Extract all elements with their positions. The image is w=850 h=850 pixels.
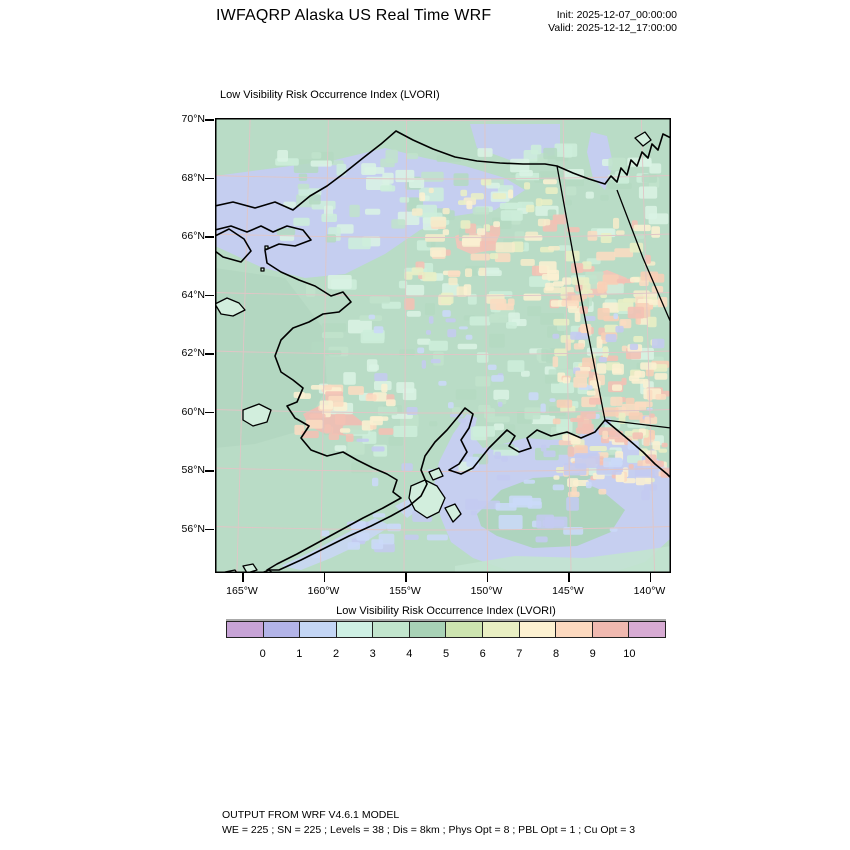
lon-tick-label: 165°W	[226, 585, 258, 597]
colorbar-tick-label: 3	[369, 648, 376, 660]
colorbar-tick-label: 1	[296, 648, 303, 660]
lat-tick-label: 70°N	[181, 113, 205, 125]
bering-dark-band	[215, 268, 327, 448]
lvori-map	[214, 116, 672, 574]
gulf-bottom-pale	[455, 546, 671, 573]
colorbar-cell	[483, 622, 520, 637]
model-version-line: OUTPUT FROM WRF V4.6.1 MODEL	[222, 809, 400, 821]
colorbar-cell	[592, 622, 630, 637]
footer-notes: OUTPUT FROM WRF V4.6.1 MODEL WE = 225 ; …	[222, 808, 635, 837]
colorbar-cell	[519, 622, 557, 637]
lon-tick-label: 145°W	[552, 585, 584, 597]
colorbar-cell	[300, 622, 337, 637]
lon-tick-label: 160°W	[307, 585, 340, 597]
page-title: IWFAQRP Alaska US Real Time WRF	[216, 7, 492, 24]
model-config-line: WE = 225 ; SN = 225 ; Levels = 38 ; Dis …	[222, 823, 636, 836]
lat-tick-label: 56°N	[181, 522, 205, 535]
colorbar-tick-label: 7	[516, 648, 523, 660]
mackenzie-bay-blue	[587, 132, 613, 190]
lon-tick-mark	[405, 573, 407, 582]
colorbar-cell	[629, 622, 665, 637]
colorbar-cell	[409, 622, 447, 637]
island-outline	[242, 403, 272, 427]
colorbar-cell	[227, 622, 264, 637]
coastline	[214, 130, 672, 211]
coastline	[214, 228, 252, 263]
colorbar-cell	[336, 622, 374, 637]
valid-time: Valid: 2025-12-12_17:00:00	[548, 22, 677, 34]
lat-tick-label: 60°N	[181, 405, 205, 418]
colorbar-tick-label: 4	[406, 648, 413, 660]
run-info: Init: 2025-12-07_00:00:00 Valid: 2025-12…	[505, 9, 677, 35]
lat-tick-mark	[205, 294, 214, 296]
colorbar-tick-label: 8	[552, 648, 560, 660]
island-outline	[260, 267, 265, 272]
lat-tick-mark	[205, 353, 214, 355]
lat-tick-label: 62°N	[181, 347, 205, 359]
colorbar-cell	[263, 622, 301, 637]
island-outline	[634, 131, 652, 147]
lon-tick-label: 155°W	[389, 585, 421, 597]
political-border	[616, 189, 672, 324]
lat-tick-label: 58°N	[181, 464, 205, 476]
lat-tick-mark	[205, 177, 214, 179]
lat-tick-mark	[205, 528, 214, 530]
island-outline	[444, 503, 462, 523]
political-border	[604, 419, 672, 429]
lon-tick-mark	[486, 573, 488, 582]
north-warm-sprinkle	[411, 178, 558, 237]
map-canvas	[214, 116, 672, 574]
colorbar-tick-label: 0	[259, 648, 266, 660]
lon-tick-label: 150°W	[470, 585, 503, 597]
lat-tick-mark	[205, 119, 214, 121]
colorbar-cell	[556, 622, 593, 637]
plot-title: Low Visibility Risk Occurrence Index (LV…	[220, 89, 440, 101]
colorbar-cell	[373, 622, 410, 637]
colorbar-tick-label: 5	[442, 648, 450, 660]
lat-tick-label: 66°N	[181, 230, 205, 242]
island-outline	[242, 563, 258, 574]
island-outline	[428, 467, 444, 481]
lon-tick-mark	[568, 573, 570, 582]
lon-tick-mark	[323, 573, 325, 582]
lon-tick-mark	[649, 573, 651, 582]
lat-tick-mark	[205, 236, 214, 238]
colorbar-tick-label: 10	[623, 648, 636, 660]
lat-tick-mark	[205, 411, 214, 413]
island-outline	[408, 479, 446, 519]
graticule	[214, 116, 672, 574]
colorbar-tick-label: 9	[589, 648, 596, 660]
colorbar	[226, 621, 666, 638]
init-time: Init: 2025-12-07_00:00:00	[556, 9, 677, 21]
lat-tick-label: 64°N	[181, 288, 205, 301]
lat-tick-mark	[205, 470, 214, 472]
central-warm-band	[404, 214, 660, 313]
lon-tick-label: 140°W	[633, 585, 666, 597]
coastline	[214, 225, 672, 571]
colorbar-tick-label: 2	[332, 648, 340, 660]
colorbar-cell	[446, 622, 484, 637]
colorbar-tick-label: 6	[479, 648, 486, 660]
island-outline	[214, 297, 246, 317]
political-border	[556, 165, 606, 421]
colorbar-title: Low Visibility Risk Occurrence Index (LV…	[336, 605, 556, 617]
lat-tick-label: 68°N	[181, 171, 205, 184]
lon-tick-mark	[242, 573, 244, 582]
